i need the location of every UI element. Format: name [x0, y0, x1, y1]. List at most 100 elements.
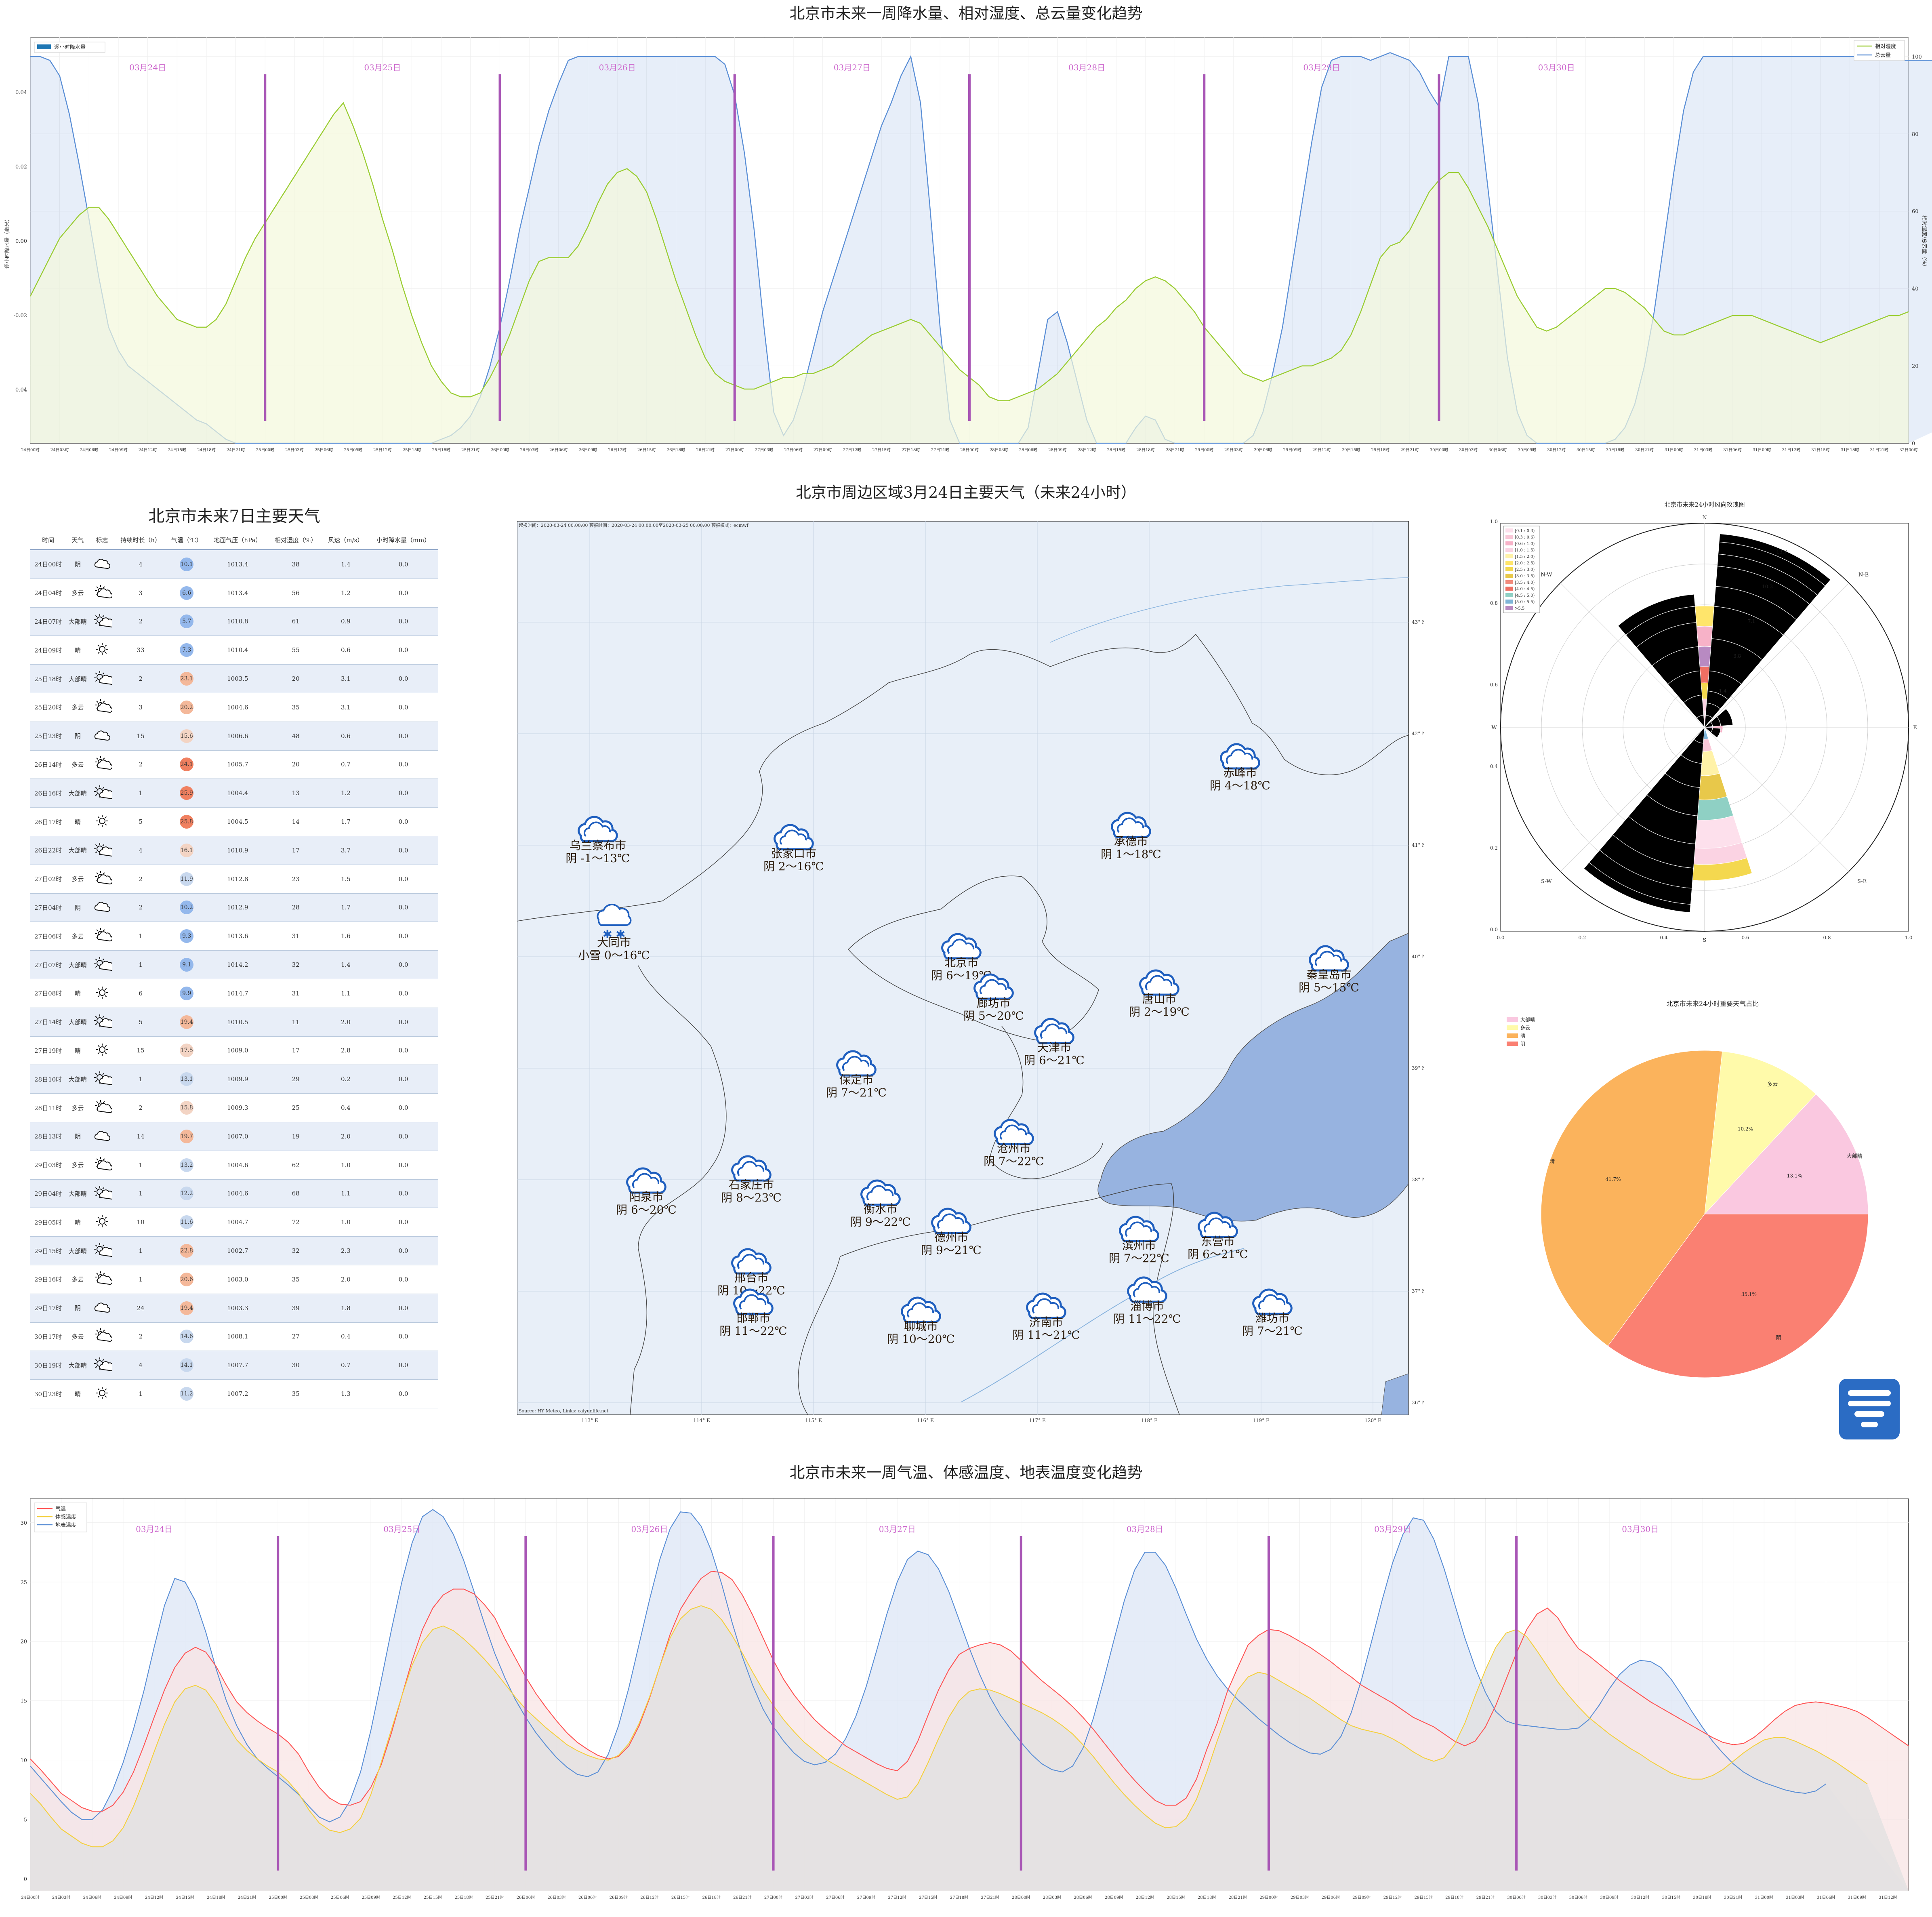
table-cell: 2 — [114, 750, 167, 779]
table-cell: 0.0 — [368, 1065, 438, 1094]
tianjin-boundary — [989, 1026, 1103, 1179]
x-tick-label: 30日21时 — [1724, 1895, 1742, 1900]
city-forecast: 阴 7～21℃ — [826, 1086, 887, 1099]
lat-tick: 43° N — [1412, 619, 1424, 625]
temperature-chip: 15.8 — [180, 1101, 194, 1115]
city-forecast: 阴 11～22℃ — [719, 1324, 787, 1338]
x-tick-label: 25日09时 — [344, 448, 362, 452]
x-tick-label: 24日21时 — [238, 1895, 256, 1900]
table-cell: 0.0 — [368, 979, 438, 1008]
table-cell: 大部晴 — [66, 950, 90, 979]
series-line — [30, 1509, 1827, 1822]
lat-tick: 42° N — [1412, 731, 1424, 736]
table-row: 29日16时 多云 1 20.6 1003.0 35 2.0 0.0 — [30, 1265, 438, 1294]
table-cell: 30 — [268, 1351, 323, 1380]
table-cell: 1.7 — [323, 893, 369, 922]
table-cell: 26日16时 — [30, 779, 66, 808]
table-cell: 14 — [268, 807, 323, 836]
x-tick-label: 26日03时 — [547, 1895, 566, 1900]
legend-label: 相对湿度 — [1875, 43, 1896, 50]
table-cell: 20.6 — [166, 1265, 207, 1294]
table-cell: 6.6 — [166, 579, 207, 608]
x-tick-label: 31日09时 — [1753, 448, 1771, 452]
legend-box — [34, 1502, 87, 1532]
x-tick-label: 28日21时 — [1229, 1895, 1247, 1900]
legend-swatch — [1505, 548, 1513, 552]
x-tick-label: 27日12时 — [888, 1895, 906, 1900]
table-cell: 0.2 — [323, 1065, 369, 1094]
day-label: 03月30日 — [1538, 63, 1575, 72]
table-cell: 25.8 — [166, 807, 207, 836]
temperature-chip: 13.2 — [180, 1158, 194, 1172]
table-cell: 5 — [114, 1008, 167, 1037]
city-name: 济南市 — [1029, 1315, 1063, 1329]
table-cell — [89, 664, 115, 693]
table-cell: 0.0 — [368, 1179, 438, 1208]
table-cell: 2.0 — [323, 1122, 369, 1151]
legend-label: 大部晴 — [1520, 1016, 1535, 1023]
app-logo — [1839, 1379, 1900, 1439]
table-cell: 15.6 — [166, 722, 207, 751]
table-cell: 阴 — [66, 1122, 90, 1151]
table-cell: 多云 — [66, 1093, 90, 1122]
table-row: 24日04时 多云 3 6.6 1013.4 56 1.2 0.0 — [30, 579, 438, 608]
x-tick-label: 30日00时 — [1507, 1895, 1525, 1900]
cloud-icon-inner — [1226, 749, 1253, 764]
city-name: 聊城市 — [904, 1319, 938, 1333]
cloud-icon — [626, 1167, 666, 1194]
x-tick-label: 25日09时 — [362, 1895, 380, 1900]
y-tick: 10 — [20, 1758, 27, 1764]
sun-icon — [96, 643, 108, 656]
x-tick-label: 27日03时 — [755, 448, 773, 452]
table-cell: 17 — [268, 1036, 323, 1065]
x-tick-label: 25日06时 — [331, 1895, 349, 1900]
temperature-chip: 12.2 — [180, 1187, 194, 1201]
table-cell: 27日04时 — [30, 893, 66, 922]
table-cell: 13 — [268, 779, 323, 808]
x-tick-label: 31日15时 — [1811, 448, 1829, 452]
series-line — [30, 1605, 1868, 1848]
x-tick-label: 24日12时 — [145, 1895, 163, 1900]
legend-label: 气温 — [55, 1506, 66, 1512]
table-cell: 25.9 — [166, 779, 207, 808]
lon-tick: 114° E — [693, 1418, 710, 1423]
x-tick-label: 24日03时 — [50, 448, 69, 452]
table-cell: 多云 — [66, 1265, 90, 1294]
table-cell: 31 — [268, 979, 323, 1008]
city-name: 滨州市 — [1122, 1239, 1156, 1252]
legend-label: [2.5 : 3.0) — [1515, 568, 1535, 572]
table-cell: 31 — [268, 922, 323, 951]
table-cell: 1009.0 — [206, 1036, 269, 1065]
legend-label: [1.0 : 1.5) — [1515, 548, 1535, 553]
rose-y-tick: 0.2 — [1490, 845, 1498, 851]
rose-bar — [1716, 708, 1733, 726]
table-cell: 1004.7 — [206, 1208, 269, 1237]
table-cell: 大部晴 — [66, 1065, 90, 1094]
table-cell: 30日19时 — [30, 1351, 66, 1380]
table-cell — [89, 1294, 115, 1323]
rose-direction-label: S — [1703, 937, 1707, 943]
y-tick-right: 80 — [1912, 131, 1919, 137]
table-cell: 26日22时 — [30, 836, 66, 865]
city-forecast: 阴 6～20℃ — [616, 1203, 677, 1216]
table-cell: 48 — [268, 722, 323, 751]
cloud-icon — [731, 1248, 772, 1275]
table-cell: 2.8 — [323, 1036, 369, 1065]
x-tick-label: 29日00时 — [1195, 448, 1213, 452]
table-cell: 晴 — [66, 807, 90, 836]
temperature-chip: 14.6 — [180, 1330, 194, 1344]
x-tick-label: 27日12时 — [843, 448, 861, 452]
temperature-chip: 13.1 — [180, 1072, 194, 1086]
cloud-icon — [994, 1119, 1034, 1145]
x-tick-label: 30日03时 — [1459, 448, 1477, 452]
x-tick-label: 25日12时 — [373, 448, 391, 452]
lon-tick: 117° E — [1029, 1418, 1045, 1423]
lat-tick: 36° N — [1412, 1400, 1424, 1406]
temperature-chip: 10.2 — [180, 901, 194, 915]
table-cell: 27日19时 — [30, 1036, 66, 1065]
precip-humidity-cloud-chart: 03月24日 03月25日 03月26日 03月27日 03月28日 03月29日 03月3… — [4, 37, 1932, 452]
table-cell: 1 — [114, 1265, 167, 1294]
x-tick-label: 30日12时 — [1547, 448, 1565, 452]
